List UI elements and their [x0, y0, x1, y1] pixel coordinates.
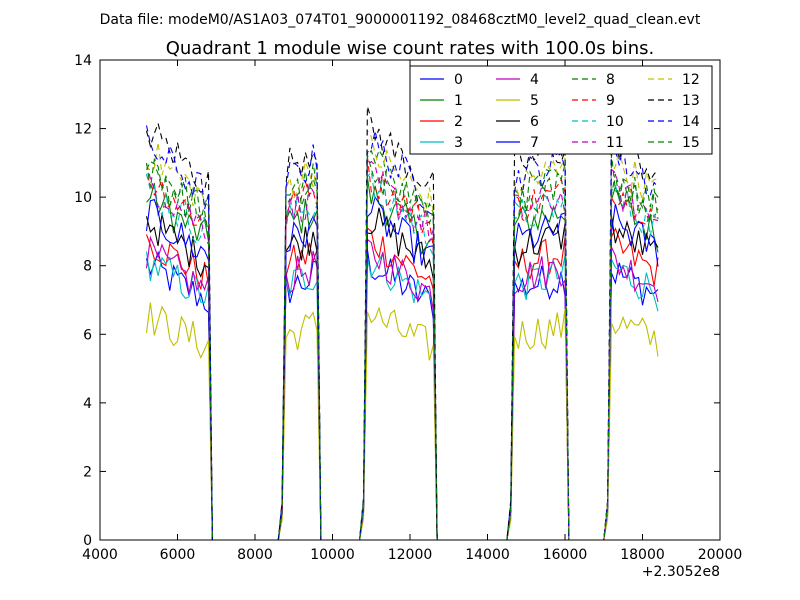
legend-label: 5: [530, 93, 539, 109]
series-line-7: [145, 195, 659, 541]
legend-label: 12: [682, 72, 700, 88]
x-tick-label: 16000: [543, 547, 588, 563]
y-tick-label: 12: [74, 122, 92, 138]
series-line-0: [145, 249, 659, 541]
series-line-15: [145, 155, 659, 541]
legend-label: 1: [454, 93, 463, 109]
legend-label: 2: [454, 114, 463, 130]
legend-box: [409, 65, 713, 155]
y-tick-label: 14: [74, 53, 92, 69]
series-line-9: [146, 156, 659, 541]
x-tick-label: 14000: [465, 547, 510, 563]
legend-label: 14: [682, 114, 700, 130]
x-tick-label: 20000: [698, 547, 743, 563]
x-tick-label: 8000: [237, 547, 273, 563]
series-line-1: [146, 177, 659, 541]
series-line-5: [145, 302, 659, 541]
y-tick-label: 2: [83, 464, 92, 480]
legend-label: 7: [530, 135, 539, 151]
series-line-2: [145, 226, 659, 541]
legend-label: 11: [606, 135, 624, 151]
series-line-10: [145, 170, 659, 541]
legend-label: 10: [606, 114, 624, 130]
legend-label: 4: [530, 72, 539, 88]
x-tick-label: 12000: [388, 547, 433, 563]
legend-label: 6: [530, 114, 539, 130]
plot-lines: [145, 106, 659, 541]
series-line-6: [145, 207, 659, 541]
legend-label: 0: [454, 72, 463, 88]
series-line-4: [145, 235, 659, 541]
series-line-13: [145, 106, 659, 541]
y-tick-label: 0: [83, 533, 92, 549]
x-tick-label: 6000: [160, 547, 196, 563]
y-tick-label: 8: [83, 259, 92, 275]
legend-label: 3: [454, 135, 463, 151]
legend-label: 15: [682, 135, 700, 151]
figure-suptitle: Data file: modeM0/AS1A03_074T01_90000011…: [100, 12, 701, 28]
y-tick-label: 10: [74, 190, 92, 206]
x-tick-label: 18000: [620, 547, 665, 563]
chart-title: Quadrant 1 module wise count rates with …: [166, 38, 655, 59]
legend-label: 8: [606, 72, 615, 88]
legend-label: 13: [682, 93, 700, 109]
x-tick-label: 10000: [310, 547, 355, 563]
x-axis: 4000 6000 8000 10000 12000 14000 16000 18000 200…: [82, 60, 742, 563]
series-line-14: [145, 125, 659, 541]
legend-label: 9: [606, 93, 615, 109]
y-tick-label: 4: [83, 396, 92, 412]
x-offset-label: +2.3052e8: [642, 564, 720, 580]
x-tick-label: 4000: [82, 547, 118, 563]
y-tick-label: 6: [83, 327, 92, 343]
